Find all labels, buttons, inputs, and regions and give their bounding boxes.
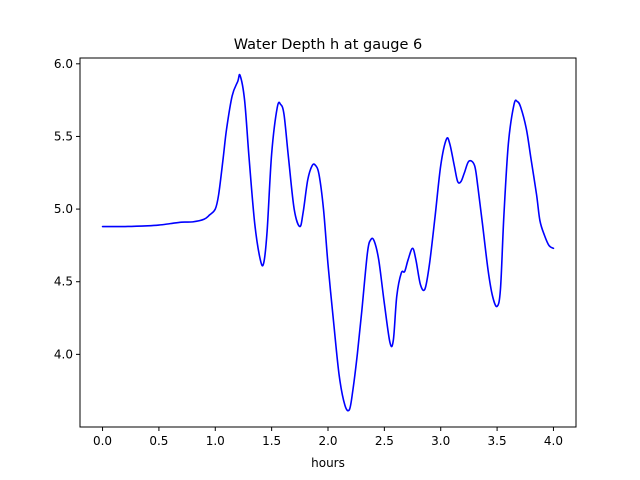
- axes-frame: [79, 57, 577, 428]
- y-tick-label: 4.0: [54, 347, 73, 361]
- y-axis-ticks: 4.0 4.5 5.0 5.5 6.0: [54, 57, 80, 361]
- series-line: [101, 73, 555, 412]
- y-tick-label: 4.5: [54, 275, 73, 289]
- x-tick-label: 1.0: [206, 434, 225, 448]
- chart-title: Water Depth h at gauge 6: [234, 37, 422, 53]
- x-tick-label: 3.5: [488, 434, 507, 448]
- x-tick-label: 4.0: [544, 434, 563, 448]
- x-tick-label: 3.0: [431, 434, 450, 448]
- plot-area: [101, 73, 555, 412]
- y-tick-label: 6.0: [54, 57, 73, 71]
- x-tick-label: 2.0: [318, 434, 337, 448]
- x-tick-label: 1.5: [262, 434, 281, 448]
- y-tick-label: 5.0: [54, 202, 73, 216]
- x-axis-ticks: 0.0 0.5 1.0 1.5 2.0 2.5 3.0 3.5 4.0: [93, 427, 563, 448]
- x-tick-label: 0.5: [149, 434, 168, 448]
- x-tick-label: 2.5: [375, 434, 394, 448]
- y-tick-label: 5.5: [54, 129, 73, 143]
- x-axis-label: hours: [311, 456, 345, 470]
- x-tick-label: 0.0: [93, 434, 112, 448]
